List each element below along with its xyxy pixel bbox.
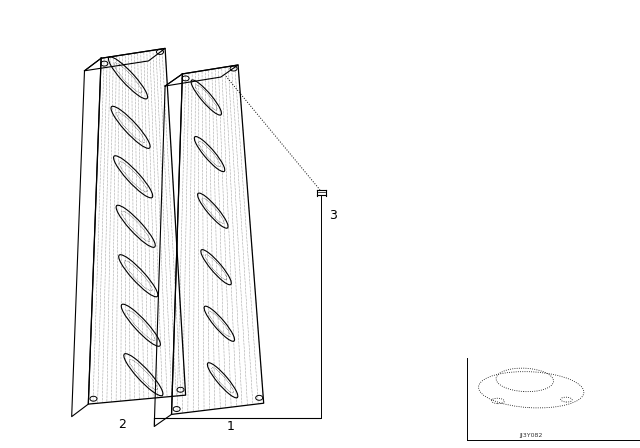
Text: 3: 3 [329,208,337,222]
Text: 2: 2 [118,418,125,431]
Text: JJ3Y082: JJ3Y082 [520,433,543,438]
Text: 1: 1 [227,420,234,433]
